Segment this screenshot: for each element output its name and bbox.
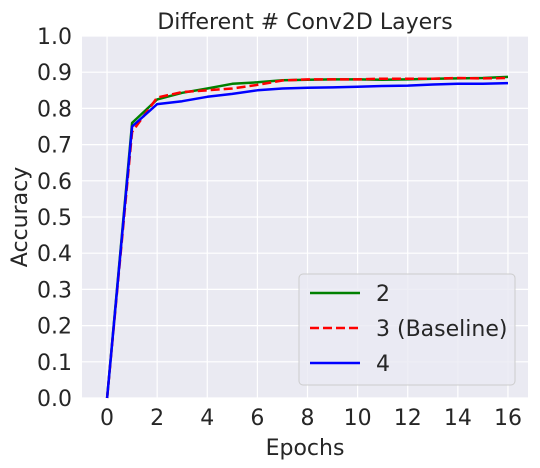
series-line-2 (105, 81, 509, 399)
y-tick-labels: 0.0 0.1 0.2 0.3 0.4 0.5 0.6 0.7 0.8 0.9 1.0 (37, 25, 72, 412)
y-tick-label: 0.7 (37, 134, 72, 159)
y-tick-label: 0.2 (37, 315, 72, 340)
x-tick-label: 8 (301, 406, 315, 431)
series-lines (105, 75, 509, 399)
y-tick-label: 0.0 (37, 387, 72, 412)
y-tick-label: 1.0 (37, 25, 72, 50)
x-tick-label: 4 (200, 406, 214, 431)
legend-label-4: 4 (376, 352, 390, 377)
x-tick-label: 0 (100, 406, 114, 431)
y-tick-label: 0.8 (37, 97, 72, 122)
legend: 2 3 (Baseline) 4 (298, 273, 516, 386)
series-line-1 (105, 76, 509, 399)
y-tick-label: 0.3 (37, 278, 72, 303)
x-axis-label: Epochs (266, 436, 345, 461)
x-tick-label: 12 (394, 406, 422, 431)
legend-box (298, 273, 516, 386)
y-axis-label: Accuracy (8, 167, 33, 267)
y-tick-label: 0.5 (37, 206, 72, 231)
legend-label-3-baseline: 3 (Baseline) (376, 317, 507, 342)
x-tick-label: 14 (444, 406, 472, 431)
y-tick-label: 0.1 (37, 351, 72, 376)
x-tick-label: 6 (250, 406, 264, 431)
legend-label-2: 2 (376, 282, 390, 307)
x-tick-labels: 0 2 4 6 8 10 12 14 16 (100, 406, 522, 431)
x-tick-label: 16 (494, 406, 522, 431)
chart-title: Different # Conv2D Layers (157, 10, 452, 35)
x-tick-label: 10 (344, 406, 372, 431)
y-tick-label: 0.4 (37, 242, 72, 267)
y-tick-label: 0.9 (37, 61, 72, 86)
y-tick-label: 0.6 (37, 170, 72, 195)
x-tick-label: 2 (150, 406, 164, 431)
